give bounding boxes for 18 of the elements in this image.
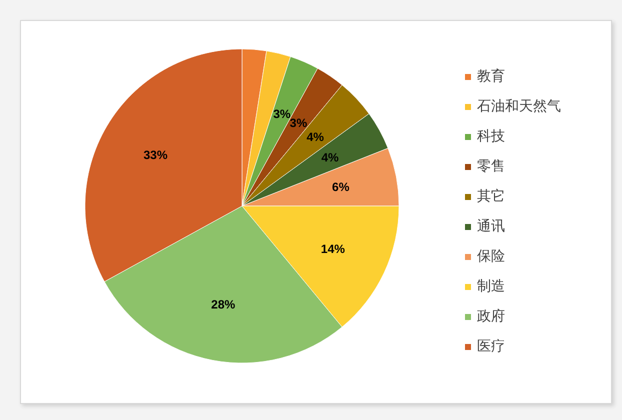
- data-label: 4%: [321, 150, 340, 165]
- data-label: 3%: [273, 106, 291, 121]
- data-label: 14%: [320, 242, 346, 256]
- data-label: 28%: [211, 298, 236, 312]
- data-label: 4%: [306, 130, 324, 144]
- legend-label: 零售: [477, 158, 505, 174]
- legend-label: 其它: [477, 188, 505, 204]
- legend-label: 石油和天然气: [477, 98, 561, 114]
- legend-label: 医疗: [477, 338, 505, 354]
- legend-label: 保险: [477, 248, 505, 264]
- data-label: 3%: [290, 116, 308, 130]
- legend-label: 教育: [477, 68, 505, 84]
- legend-label: 制造: [477, 278, 505, 294]
- data-label: 33%: [143, 148, 168, 162]
- data-label: 6%: [332, 180, 350, 194]
- legend-label: 科技: [477, 128, 505, 144]
- legend-label: 政府: [477, 308, 505, 324]
- legend-label: 通讯: [477, 218, 505, 234]
